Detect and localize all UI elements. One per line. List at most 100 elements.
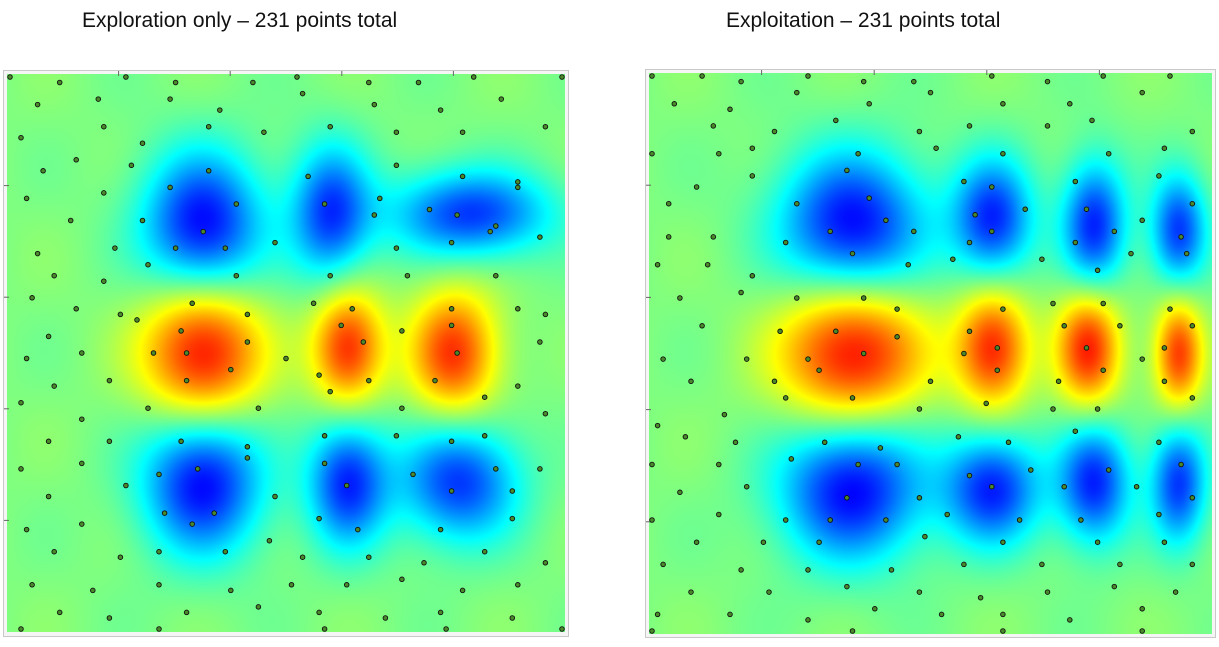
sample-point (1100, 367, 1106, 373)
sample-point (916, 406, 923, 412)
sample-point (123, 74, 129, 80)
sample-point (487, 228, 493, 235)
sample-point (205, 123, 212, 130)
sample-point (693, 539, 700, 545)
sample-point (23, 526, 30, 533)
sample-point (371, 212, 378, 218)
sample-point (18, 626, 24, 632)
sample-point (101, 190, 107, 196)
sample-point (448, 322, 455, 329)
sample-point (1000, 306, 1006, 312)
sample-point (649, 461, 655, 468)
sample-point (866, 101, 872, 107)
sample-point (498, 96, 505, 102)
sample-point (844, 583, 850, 590)
sample-point (860, 78, 867, 85)
sample-point (1094, 539, 1101, 545)
sample-point (1183, 250, 1190, 257)
sample-point (515, 306, 521, 312)
sample-point (688, 378, 694, 385)
sample-points-exploration (4, 71, 565, 632)
sample-point (18, 399, 24, 406)
sample-point (316, 372, 322, 378)
sample-point (244, 339, 251, 345)
sample-point (79, 416, 85, 422)
sample-point (515, 179, 521, 185)
heatmap-surface-exploration (7, 74, 565, 632)
sample-point (294, 74, 300, 80)
sample-point (112, 245, 118, 251)
sample-point (788, 456, 795, 462)
sample-point (542, 311, 549, 318)
sample-point (509, 488, 516, 494)
heatmap-panel-exploration (3, 70, 569, 637)
sample-point (1055, 378, 1062, 385)
sample-point (1061, 323, 1067, 329)
sample-point (559, 626, 565, 632)
sample-point (399, 405, 405, 411)
sample-point (782, 239, 789, 246)
sample-point (90, 587, 96, 594)
sample-point (693, 184, 700, 190)
sample-point (782, 395, 789, 401)
sample-point (106, 438, 113, 445)
sample-point (671, 101, 678, 107)
sample-point (1111, 228, 1118, 235)
sample-point (1005, 439, 1012, 446)
sample-point (123, 482, 129, 489)
sample-point (1139, 628, 1145, 634)
sample-point (766, 589, 772, 595)
sample-point (1105, 150, 1112, 157)
sample-point (1139, 217, 1145, 224)
sample-point (128, 162, 135, 169)
sample-point (1189, 395, 1196, 401)
sample-point (426, 206, 433, 213)
sample-point (1000, 150, 1006, 157)
sample-point (1161, 539, 1168, 545)
sample-point (156, 626, 162, 632)
sample-point (699, 323, 705, 329)
sample-point (101, 278, 107, 284)
sample-point (272, 239, 278, 246)
sample-point (716, 461, 722, 468)
sample-point (183, 350, 190, 356)
sample-point (343, 482, 350, 489)
sample-point (194, 466, 201, 472)
sample-point (704, 261, 711, 268)
sample-point (660, 561, 666, 568)
sample-point (493, 223, 499, 229)
sample-point (721, 411, 728, 418)
sample-point (777, 328, 783, 335)
sample-point (382, 615, 389, 621)
sample-point (410, 471, 416, 478)
sample-point (1139, 356, 1145, 362)
sample-point (849, 395, 856, 401)
sample-point (844, 167, 850, 174)
sample-point (1050, 406, 1056, 412)
sample-point (1189, 200, 1196, 207)
sample-point (250, 79, 256, 86)
sample-point (266, 537, 273, 544)
sample-point (1156, 173, 1162, 179)
sample-point (738, 289, 744, 296)
sample-point (883, 517, 889, 523)
sample-point (106, 377, 113, 384)
sample-point (654, 611, 661, 618)
sample-point (961, 561, 967, 568)
sample-point (542, 123, 549, 130)
sample-point (233, 201, 240, 207)
heatmap-panel-exploitation (645, 69, 1216, 638)
sample-point (794, 295, 800, 301)
sample-point (1083, 206, 1090, 212)
sample-point (877, 445, 884, 451)
sample-point (437, 526, 444, 533)
sample-point (321, 626, 328, 632)
sample-point (421, 560, 427, 566)
sample-point (393, 129, 400, 135)
sample-point (716, 150, 722, 157)
sample-point (816, 367, 822, 373)
sample-point (771, 378, 778, 385)
sample-point (1000, 101, 1006, 107)
sample-point (1117, 323, 1123, 329)
sample-point (1189, 561, 1196, 568)
